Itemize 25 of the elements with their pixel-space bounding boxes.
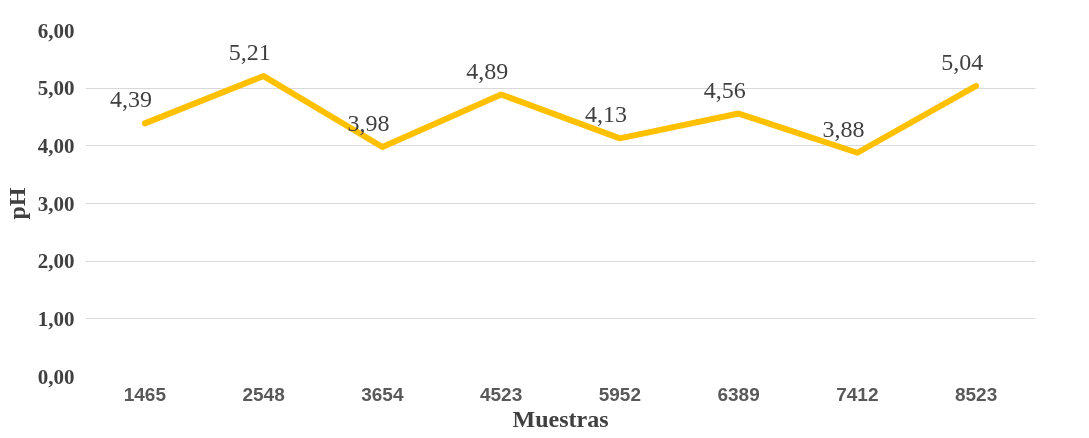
y-tick-label: 4,00 [37,133,75,158]
data-label: 3,98 [347,109,390,136]
data-label: 5,21 [228,39,271,66]
x-axis-title: Muestras [512,405,609,432]
y-tick-label: 3,00 [37,191,75,216]
y-tick-label: 0,00 [37,364,75,389]
x-tick-label: 7412 [836,383,879,405]
x-tick-label: 3654 [361,383,404,405]
x-tick-label: 8523 [954,383,998,405]
data-label: 4,13 [584,101,627,128]
y-tick-label: 5,00 [37,76,75,101]
y-axis-title: pH [3,187,30,220]
data-label: 4,89 [466,57,509,84]
data-label: 3,88 [822,115,865,142]
x-tick-label: 6389 [717,383,760,405]
data-label: 4,39 [109,86,152,113]
y-tick-label: 2,00 [37,249,75,274]
y-tick-label: 1,00 [37,306,75,331]
x-tick-label: 4523 [479,383,523,405]
x-tick-label: 5952 [598,383,642,405]
x-tick-label: 1465 [123,383,167,405]
y-tick-label: 6,00 [37,18,75,43]
data-label: 5,04 [941,48,984,75]
data-label: 4,56 [703,76,746,103]
x-tick-label: 2548 [242,383,285,405]
